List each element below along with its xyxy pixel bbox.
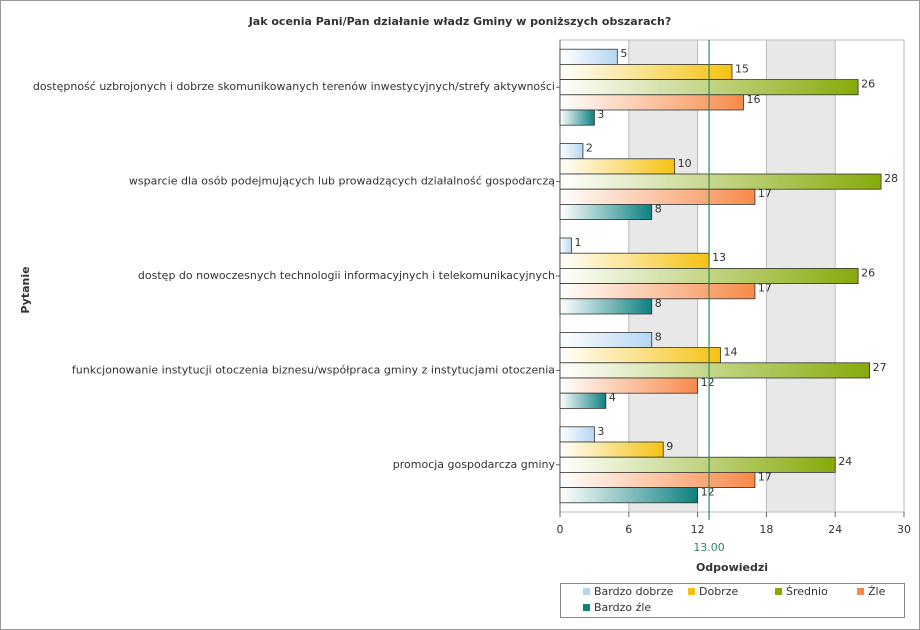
bar xyxy=(559,237,572,254)
bar xyxy=(559,426,595,443)
x-tick-label: 18 xyxy=(759,523,773,536)
value-label: 26 xyxy=(861,78,875,91)
x-tick-label: 6 xyxy=(625,523,632,536)
bar xyxy=(559,392,607,409)
legend-label: Bardzo źle xyxy=(594,601,651,614)
reference-label: 13.00 xyxy=(693,541,725,554)
x-tick-label: 24 xyxy=(828,523,842,536)
category-label: dostęp do nowoczesnych technologii infor… xyxy=(138,269,555,282)
bar xyxy=(559,158,676,175)
bar xyxy=(559,143,584,160)
value-label: 5 xyxy=(620,47,627,60)
x-tick-label: 30 xyxy=(897,523,911,536)
value-label: 4 xyxy=(609,391,616,404)
value-label: 8 xyxy=(655,202,662,215)
value-label: 17 xyxy=(758,470,772,483)
bar xyxy=(559,94,744,111)
value-label: 17 xyxy=(758,282,772,295)
value-label: 12 xyxy=(701,376,715,389)
y-axis-title: Pytanie xyxy=(19,266,32,313)
legend-label: Średnio xyxy=(786,585,828,598)
bar xyxy=(559,252,710,269)
bar xyxy=(559,188,756,205)
chart-title: Jak ocenia Pani/Pan działanie władz Gmin… xyxy=(248,15,672,28)
value-label: 26 xyxy=(861,266,875,279)
legend-swatch xyxy=(775,588,782,595)
category-label: promocja gospodarcza gminy xyxy=(393,458,556,471)
x-axis-title: Odpowiedzi xyxy=(696,561,768,574)
bar xyxy=(559,331,653,348)
value-label: 3 xyxy=(597,425,604,438)
legend-swatch xyxy=(583,604,590,611)
category-label: wsparcie dla osób podejmujących lub prow… xyxy=(129,175,555,188)
value-label: 9 xyxy=(666,440,673,453)
value-label: 24 xyxy=(838,455,852,468)
value-label: 13 xyxy=(712,251,726,264)
bar xyxy=(559,362,871,379)
bar xyxy=(559,441,664,458)
legend-swatch xyxy=(857,588,864,595)
value-label: 14 xyxy=(724,346,738,359)
legend-box xyxy=(560,583,905,618)
bar xyxy=(559,347,721,364)
value-label: 10 xyxy=(678,157,692,170)
value-label: 2 xyxy=(586,142,593,155)
legend-label: Dobrze xyxy=(699,585,738,598)
bar xyxy=(559,487,699,504)
bar xyxy=(559,173,882,190)
value-label: 15 xyxy=(735,62,749,75)
bar xyxy=(559,203,653,220)
bar xyxy=(559,456,836,473)
value-label: 8 xyxy=(655,330,662,343)
legend-label: Źle xyxy=(868,585,886,598)
category-label: funkcjonowanie instytucji otoczenia bizn… xyxy=(72,363,555,376)
legend-label: Bardzo dobrze xyxy=(594,585,674,598)
x-tick-label: 12 xyxy=(691,523,705,536)
bar xyxy=(559,48,618,65)
value-label: 3 xyxy=(597,108,604,121)
bar xyxy=(559,109,595,126)
value-label: 16 xyxy=(746,93,760,106)
x-tick-label: 0 xyxy=(557,523,564,536)
category-label: dostępność uzbrojonych i dobrze skomunik… xyxy=(33,80,555,93)
legend-swatch xyxy=(688,588,695,595)
legend-swatch xyxy=(583,588,590,595)
bar xyxy=(559,471,756,488)
bar xyxy=(559,377,699,394)
bar xyxy=(559,283,756,300)
bar xyxy=(559,64,733,81)
value-label: 12 xyxy=(701,486,715,499)
value-label: 27 xyxy=(873,361,887,374)
bar xyxy=(559,298,653,315)
value-label: 1 xyxy=(574,236,581,249)
value-label: 8 xyxy=(655,297,662,310)
value-label: 28 xyxy=(884,172,898,185)
value-label: 17 xyxy=(758,187,772,200)
